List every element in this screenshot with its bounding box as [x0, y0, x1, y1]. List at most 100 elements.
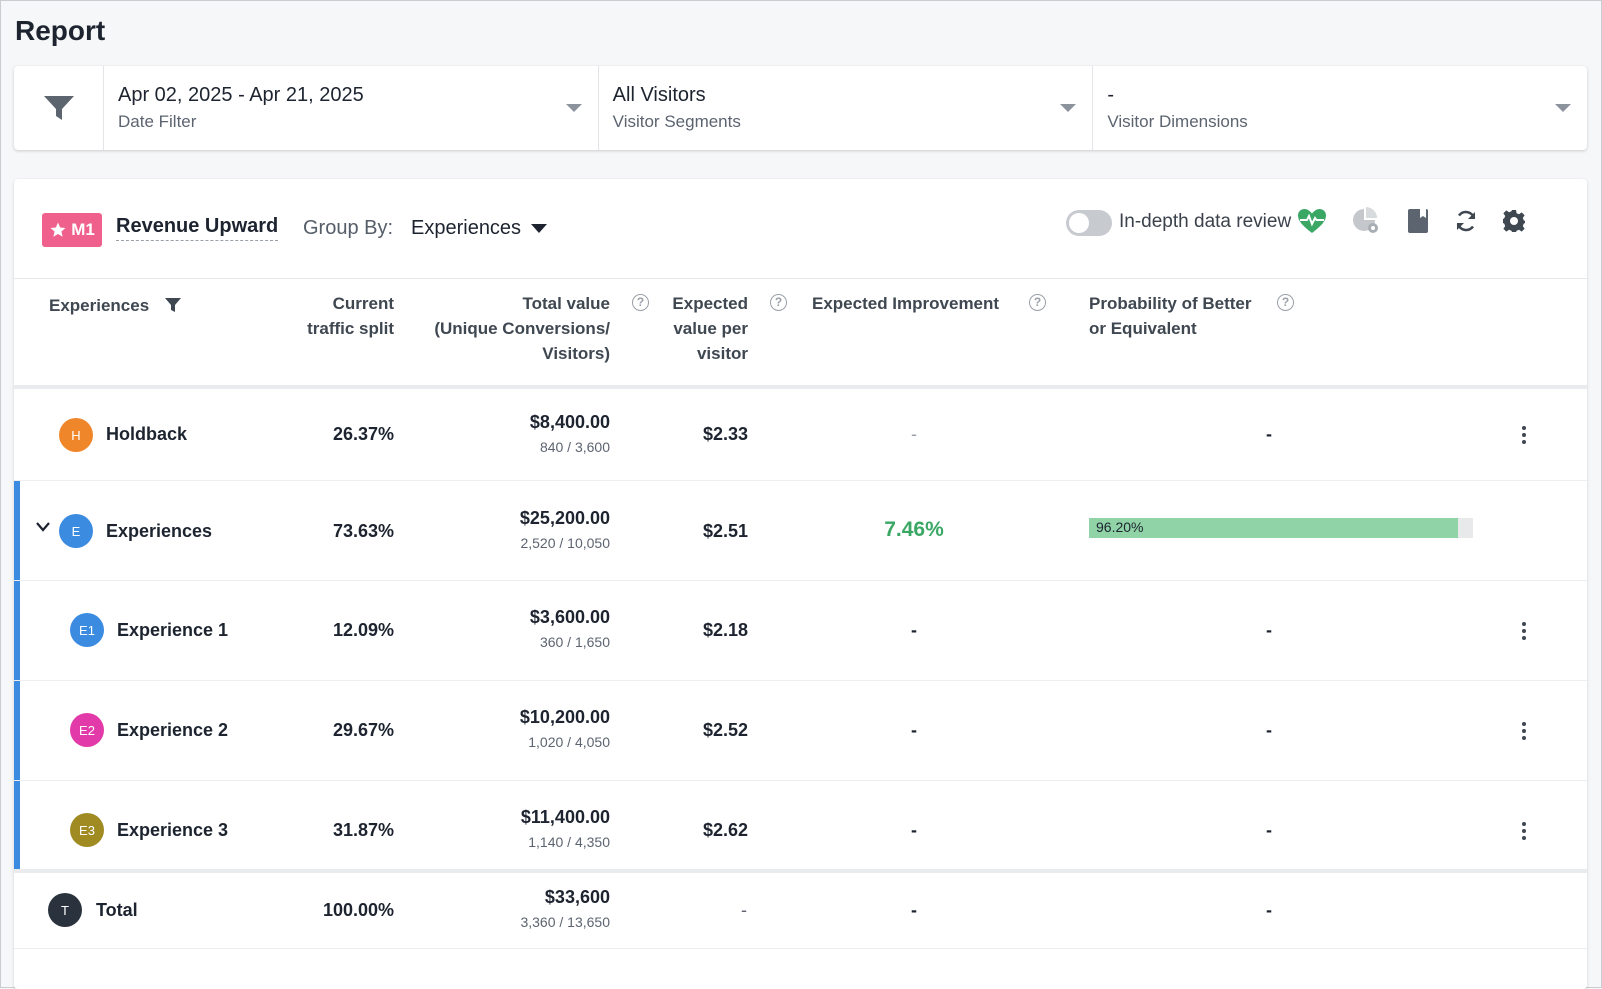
- col-header-traffic: Current traffic split: [294, 291, 394, 341]
- more-options-icon[interactable]: [1514, 819, 1534, 843]
- more-options-icon[interactable]: [1514, 719, 1534, 743]
- col-header-experiences[interactable]: Experiences: [49, 293, 182, 318]
- total-value-conversions: 360 / 1,650: [539, 634, 610, 650]
- traffic-split: 31.87%: [332, 820, 394, 840]
- total-row: T Total 100.00% $33,600 3,360 / 13,650 -…: [14, 873, 1587, 949]
- visitor-dimensions-value: -: [1107, 84, 1115, 106]
- header-divider: [14, 385, 1587, 389]
- date-filter-dropdown[interactable]: Apr 02, 2025 - Apr 21, 2025 Date Filter: [104, 66, 599, 150]
- row-name: Experience 2: [117, 720, 229, 740]
- help-icon[interactable]: ?: [632, 294, 649, 311]
- traffic-split: 100.00%: [322, 900, 394, 920]
- group-by-label: Group By:: [303, 217, 394, 239]
- total-value: $3,600.00 360 / 1,650: [424, 607, 610, 650]
- group-by-value: Experiences: [411, 217, 522, 239]
- row-name: Experiences: [106, 521, 213, 541]
- chevron-down-icon[interactable]: [35, 521, 51, 533]
- traffic-split: 29.67%: [332, 720, 394, 740]
- card-header: M1 Revenue Upward Group By: Experiences …: [14, 179, 1587, 279]
- expected-value: $2.52: [702, 720, 748, 740]
- row-accent: [14, 681, 20, 780]
- col-header-total-line1: Total value: [522, 294, 610, 313]
- metric-badge-label: M1: [71, 220, 95, 239]
- expected-improvement: 7.46%: [884, 518, 944, 541]
- traffic-split: 12.09%: [332, 620, 394, 640]
- metric-name[interactable]: Revenue Upward: [116, 215, 279, 241]
- visitor-dimensions-dropdown[interactable]: - Visitor Dimensions: [1093, 66, 1587, 150]
- probability: -: [1266, 820, 1272, 840]
- row-name: Holdback: [106, 424, 188, 444]
- report-card: M1 Revenue Upward Group By: Experiences …: [14, 179, 1587, 989]
- pie-settings-icon[interactable]: [1350, 205, 1382, 237]
- table-row[interactable]: H Holdback 26.37% $8,400.00 840 / 3,600 …: [14, 389, 1587, 481]
- chevron-down-icon: [565, 104, 582, 112]
- visitor-segments-dropdown[interactable]: All Visitors Visitor Segments: [599, 66, 1094, 150]
- filter-toggle[interactable]: [14, 66, 104, 150]
- total-value: $10,200.00 1,020 / 4,050: [424, 707, 610, 750]
- expected-improvement: -: [911, 424, 917, 444]
- total-value-conversions: 1,140 / 4,350: [528, 834, 610, 850]
- probability-bar-fill: [1089, 518, 1459, 538]
- row-name: Total: [96, 900, 138, 920]
- total-value: $11,400.00 1,140 / 4,350: [424, 807, 610, 850]
- date-filter-value: Apr 02, 2025 - Apr 21, 2025: [118, 84, 364, 106]
- filter-icon: [43, 96, 74, 120]
- filter-bar: Apr 02, 2025 - Apr 21, 2025 Date Filter …: [14, 66, 1587, 150]
- total-value: $25,200.00 2,520 / 10,050: [424, 508, 610, 551]
- col-header-probability: Probability of Better or Equivalent: [1089, 291, 1251, 341]
- in-depth-review-toggle[interactable]: [1066, 210, 1112, 236]
- expected-improvement: -: [911, 820, 917, 840]
- expected-value: $2.18: [702, 620, 748, 640]
- group-by-dropdown[interactable]: Experiences: [411, 217, 548, 240]
- traffic-split: 73.63%: [332, 521, 394, 541]
- total-value-amount: $10,200.00: [519, 707, 610, 727]
- visitor-segments-value: All Visitors: [612, 84, 706, 106]
- refresh-icon[interactable]: [1450, 205, 1482, 237]
- probability-value: 96.20%: [1096, 519, 1144, 535]
- avatar: E3: [70, 813, 104, 847]
- total-value-conversions: 840 / 3,600: [539, 439, 610, 455]
- visitor-segments-label: Visitor Segments: [612, 112, 741, 131]
- table-row[interactable]: E Experiences 73.63% $25,200.00 2,520 / …: [14, 481, 1587, 581]
- col-header-total-line2: (Unique Conversions/: [434, 319, 610, 338]
- total-value-conversions: 1,020 / 4,050: [528, 734, 610, 750]
- help-icon[interactable]: ?: [1277, 294, 1294, 311]
- health-icon[interactable]: [1296, 205, 1328, 237]
- bookmark-icon[interactable]: [1402, 205, 1434, 237]
- col-header-epv-line2: value per: [673, 319, 748, 338]
- total-value-amount: $8,400.00: [529, 412, 610, 432]
- star-icon: [50, 222, 66, 237]
- row-accent: [14, 581, 20, 680]
- expected-improvement: -: [911, 620, 917, 640]
- expected-value: $2.33: [702, 424, 748, 444]
- help-icon[interactable]: ?: [1029, 294, 1046, 311]
- col-header-total-line3: Visitors): [542, 344, 610, 363]
- settings-gear-icon[interactable]: [1498, 205, 1530, 237]
- row-name: Experience 3: [117, 820, 229, 840]
- table-row[interactable]: E2 Experience 2 29.67% $10,200.00 1,020 …: [14, 681, 1587, 781]
- more-options-icon[interactable]: [1514, 619, 1534, 643]
- col-header-experiences-label: Experiences: [49, 296, 150, 315]
- col-header-epv-line3: visitor: [696, 344, 748, 363]
- more-options-icon[interactable]: [1514, 423, 1534, 447]
- table-row[interactable]: E3 Experience 3 31.87% $11,400.00 1,140 …: [14, 781, 1587, 869]
- probability-bar: 96.20%: [1089, 518, 1473, 538]
- col-header-prob-line2: or Equivalent: [1089, 319, 1197, 338]
- expected-value: $2.51: [702, 521, 748, 541]
- table-row[interactable]: E1 Experience 1 12.09% $3,600.00 360 / 1…: [14, 581, 1587, 681]
- chevron-down-icon: [1555, 104, 1572, 112]
- metric-badge: M1: [42, 213, 102, 247]
- expected-improvement: -: [911, 900, 917, 920]
- expected-improvement: -: [911, 720, 917, 740]
- total-value-amount: $25,200.00: [519, 508, 610, 528]
- help-icon[interactable]: ?: [770, 294, 787, 311]
- avatar: E2: [70, 713, 104, 747]
- total-value-conversions: 2,520 / 10,050: [520, 535, 610, 551]
- total-value: $33,600 3,360 / 13,650: [424, 887, 610, 930]
- col-header-epv-line1: Expected: [672, 294, 748, 313]
- col-header-prob-line1: Probability of Better: [1089, 294, 1252, 313]
- col-header-improvement-label: Expected Improvement: [812, 294, 1000, 313]
- filter-icon[interactable]: [164, 297, 182, 313]
- traffic-split: 26.37%: [332, 424, 394, 444]
